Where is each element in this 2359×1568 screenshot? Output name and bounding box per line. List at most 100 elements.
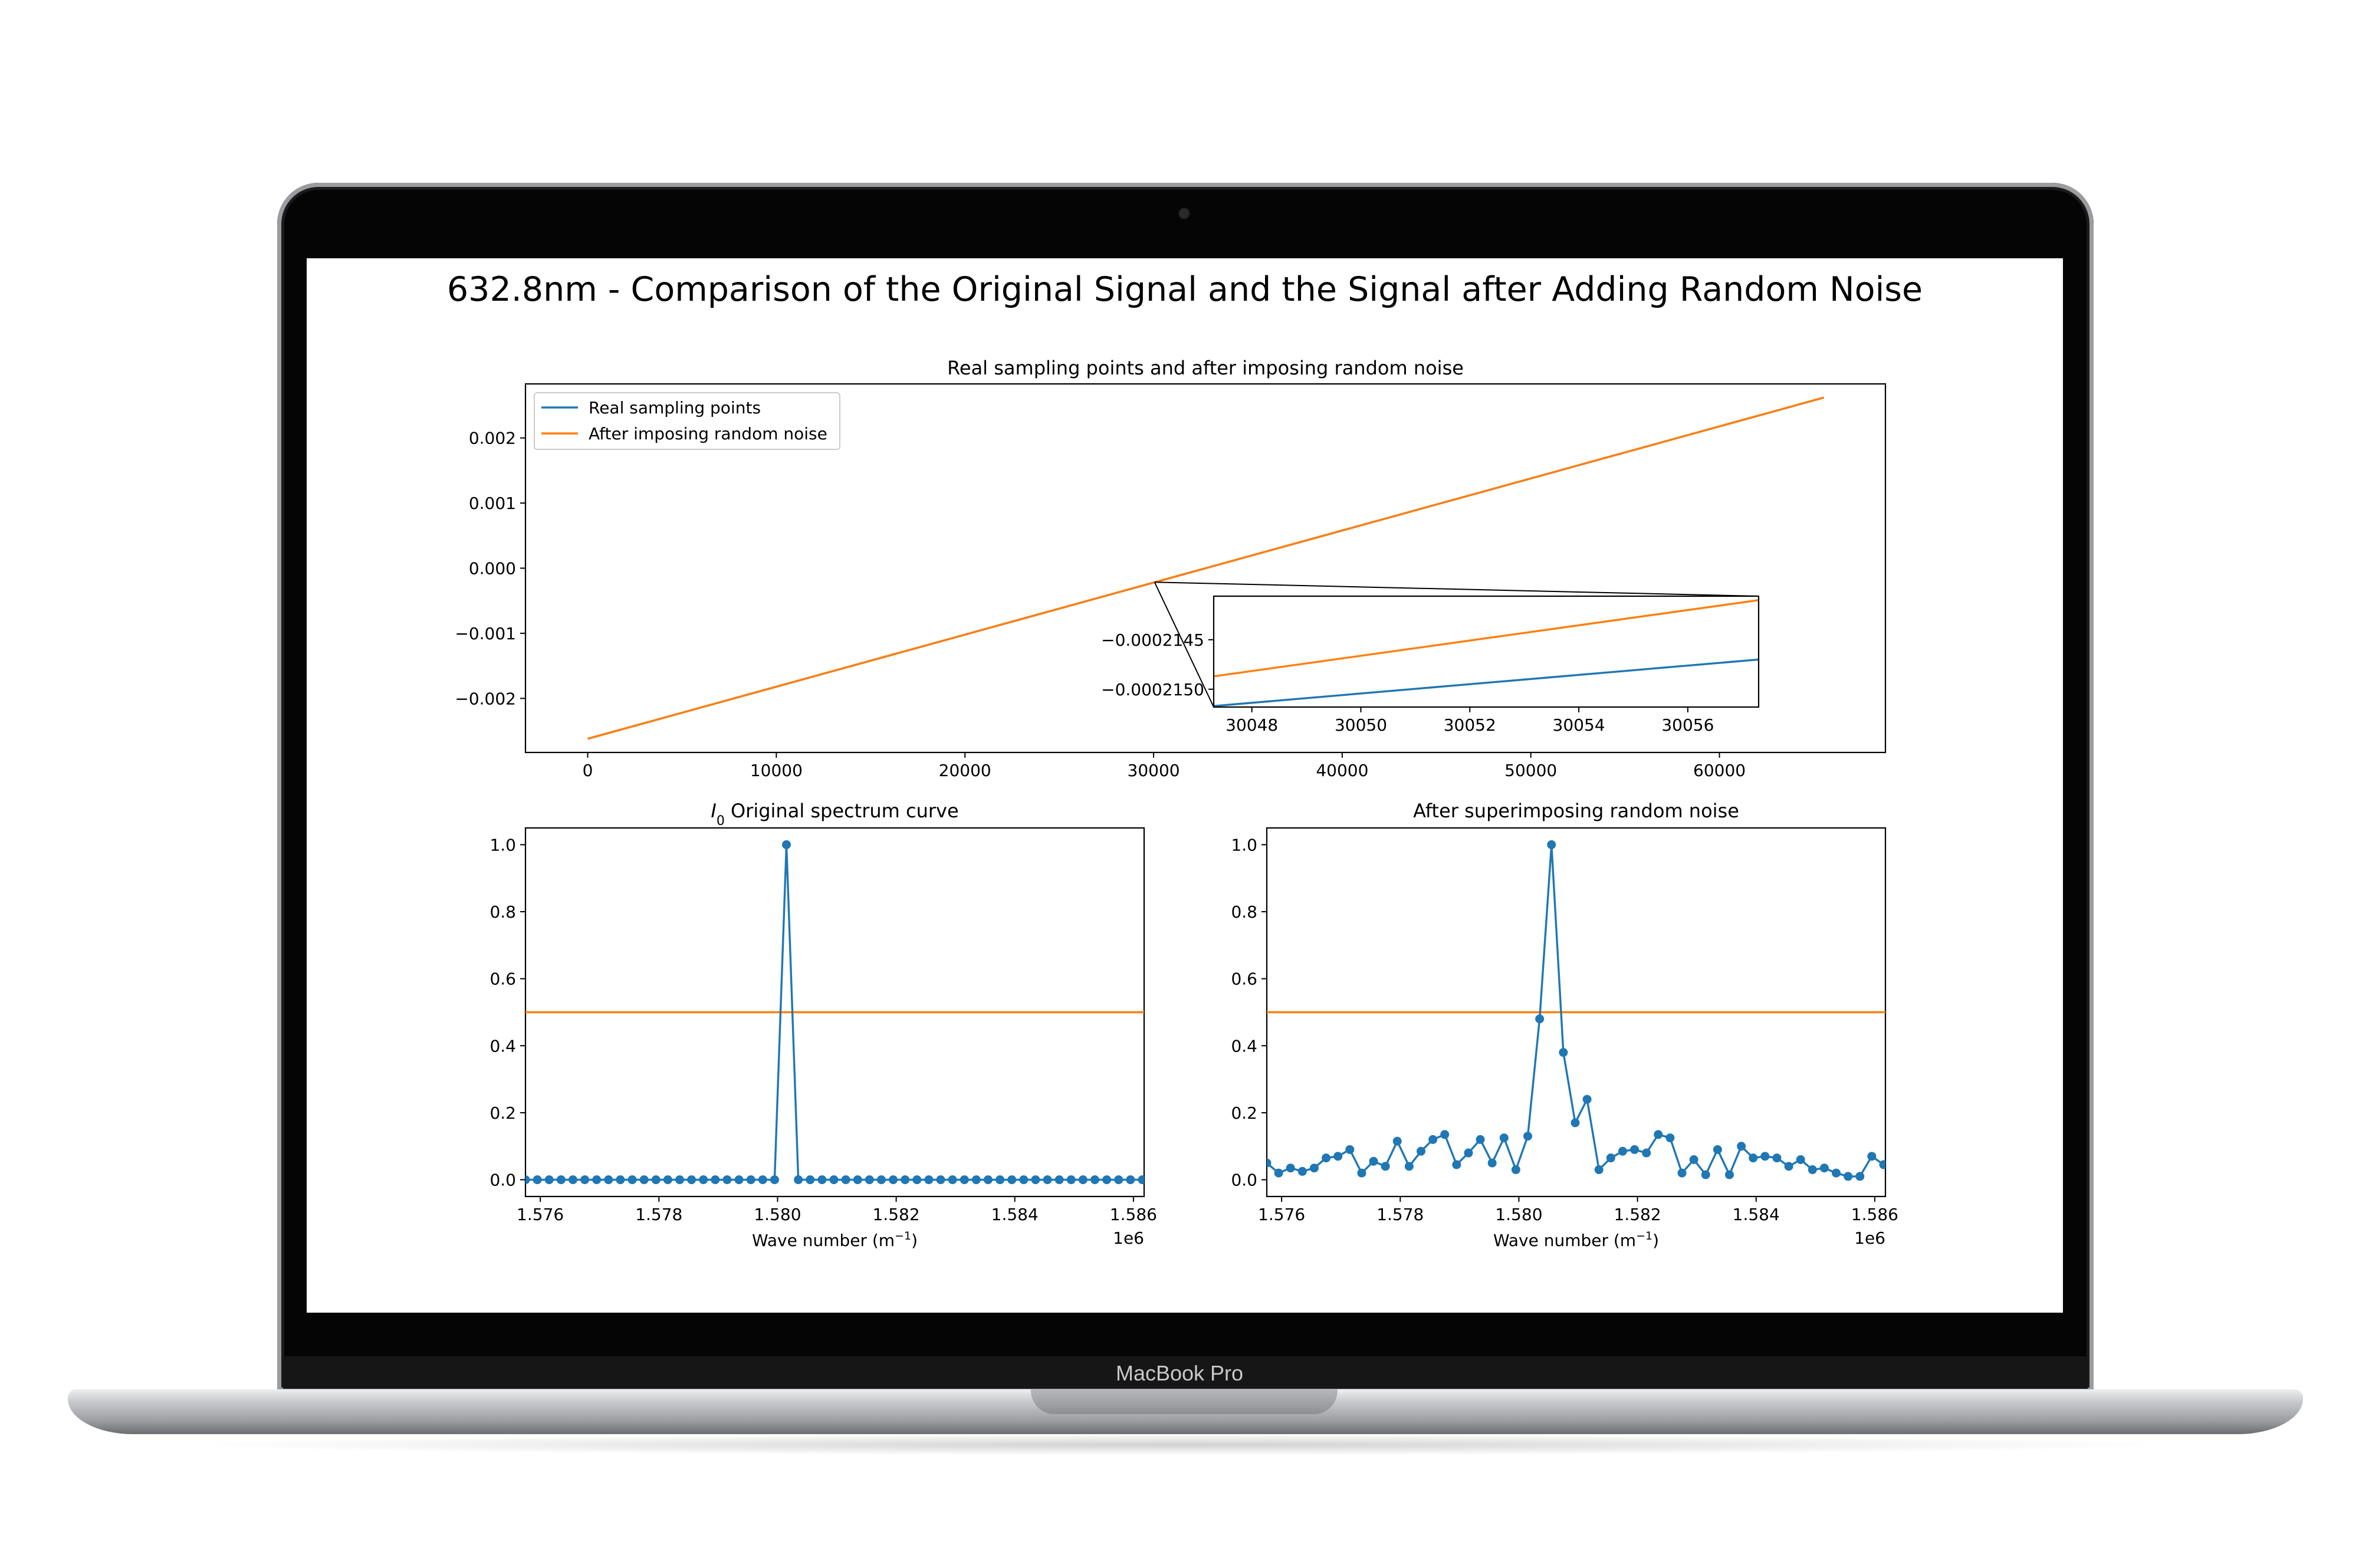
x-tick-label: 0 (583, 761, 593, 780)
data-point (1440, 1130, 1450, 1139)
data-point (1428, 1135, 1438, 1144)
data-point (1523, 1132, 1533, 1141)
data-point (627, 1175, 637, 1185)
data-point (604, 1175, 613, 1185)
data-point (1345, 1145, 1355, 1154)
xlabel-end: ) (1652, 1231, 1659, 1250)
legend-label: After imposing random noise (589, 424, 827, 443)
data-point (901, 1175, 910, 1185)
data-point (853, 1175, 862, 1185)
data-point (734, 1175, 744, 1185)
data-point (556, 1175, 566, 1185)
data-point (1102, 1175, 1112, 1185)
legend-box (534, 392, 840, 450)
x-tick-label: 30048 (1226, 715, 1278, 735)
data-point (1114, 1175, 1123, 1185)
data-point (1066, 1175, 1076, 1185)
data-point (960, 1175, 969, 1185)
y-tick-label: 0.8 (489, 902, 516, 922)
laptop-shadow (177, 1434, 2182, 1455)
data-point (1630, 1145, 1640, 1154)
data-point (711, 1175, 720, 1185)
data-point (1138, 1175, 1144, 1185)
inset-background (1214, 596, 1759, 707)
y-tick-label: 1.0 (1231, 835, 1257, 854)
data-point (1642, 1148, 1651, 1158)
data-point (1867, 1152, 1877, 1161)
data-point (1392, 1136, 1402, 1146)
data-point (971, 1175, 981, 1185)
inset-connector (1154, 581, 1214, 708)
y-tick-label: 0.001 (469, 494, 516, 513)
data-point (1054, 1175, 1064, 1185)
x-tick-label: 1.586 (1110, 1205, 1157, 1224)
data-point (1487, 1158, 1497, 1168)
xlabel-end: ) (911, 1231, 918, 1250)
data-point (1677, 1168, 1687, 1178)
brand-label: MacBook Pro (1115, 1361, 1244, 1385)
data-point (675, 1175, 684, 1185)
x-tick-label: 50000 (1504, 761, 1557, 780)
data-point (1150, 1175, 1159, 1184)
data-point (1090, 1175, 1100, 1185)
data-point (1654, 1130, 1663, 1139)
data-point (525, 1175, 530, 1185)
data-point (1594, 1165, 1604, 1175)
plot-area (1267, 840, 1885, 1181)
y-tick-label: 0.0 (1231, 1171, 1257, 1190)
xlabel-superscript: −1 (1636, 1230, 1652, 1242)
y-tick-label: −0.002 (455, 689, 516, 708)
data-point (865, 1175, 874, 1185)
y-tick-label: −0.0002150 (1101, 680, 1204, 699)
data-point (1879, 1160, 1885, 1169)
x-tick-label: 10000 (750, 761, 803, 780)
data-point (758, 1175, 767, 1185)
x-tick-label: 40000 (1316, 761, 1368, 780)
data-point (889, 1175, 898, 1185)
y-tick-label: 0.2 (489, 1103, 516, 1123)
x-tick-label: 30056 (1661, 715, 1714, 735)
data-point (829, 1175, 839, 1185)
data-point (1571, 1118, 1580, 1127)
figure-suptitle: 632.8nm - Comparison of the Original Sig… (447, 270, 1923, 309)
data-point (1582, 1094, 1592, 1104)
data-point (948, 1175, 957, 1185)
data-point (1333, 1152, 1343, 1161)
y-tick-label: 0.4 (489, 1036, 516, 1056)
x-axis-label: Wave number (m−1) (1493, 1230, 1659, 1250)
y-tick-label: 0.0 (489, 1171, 516, 1190)
data-point (1476, 1135, 1485, 1144)
data-point (924, 1175, 934, 1185)
x-offset-text: 1e6 (1854, 1228, 1885, 1248)
x-axis-label: Wave number (m−1) (752, 1230, 918, 1250)
chart-title: After superimposing random noise (1413, 800, 1739, 822)
data-point (1499, 1133, 1509, 1143)
title-subscript: 0 (717, 814, 725, 829)
data-point (1832, 1168, 1841, 1178)
x-tick-label: 30052 (1444, 715, 1496, 735)
data-point (794, 1175, 803, 1185)
data-point (782, 840, 791, 849)
data-point (592, 1175, 602, 1185)
series-line (1267, 844, 1885, 1178)
data-point (1701, 1170, 1710, 1179)
chart-title: Real sampling points and after imposing … (947, 357, 1464, 379)
x-tick-label: 1.580 (1495, 1205, 1542, 1224)
data-point (1796, 1155, 1805, 1164)
data-point (936, 1175, 945, 1185)
x-tick-label: 1.584 (991, 1205, 1039, 1224)
data-point (1713, 1145, 1722, 1154)
x-tick-label: 1.586 (1851, 1205, 1898, 1224)
data-point (1019, 1175, 1029, 1185)
data-point (1547, 840, 1556, 849)
data-point (1855, 1172, 1865, 1181)
xlabel-text: Wave number (m (752, 1231, 895, 1250)
x-tick-label: 60000 (1693, 761, 1746, 780)
y-tick-label: 1.0 (489, 835, 516, 854)
x-tick-label: 30000 (1128, 761, 1180, 780)
inset-series-line (1213, 599, 1759, 678)
data-point (1416, 1146, 1425, 1156)
data-point (1369, 1156, 1378, 1166)
legend-label: Real sampling points (589, 398, 761, 418)
data-point (1689, 1155, 1698, 1164)
